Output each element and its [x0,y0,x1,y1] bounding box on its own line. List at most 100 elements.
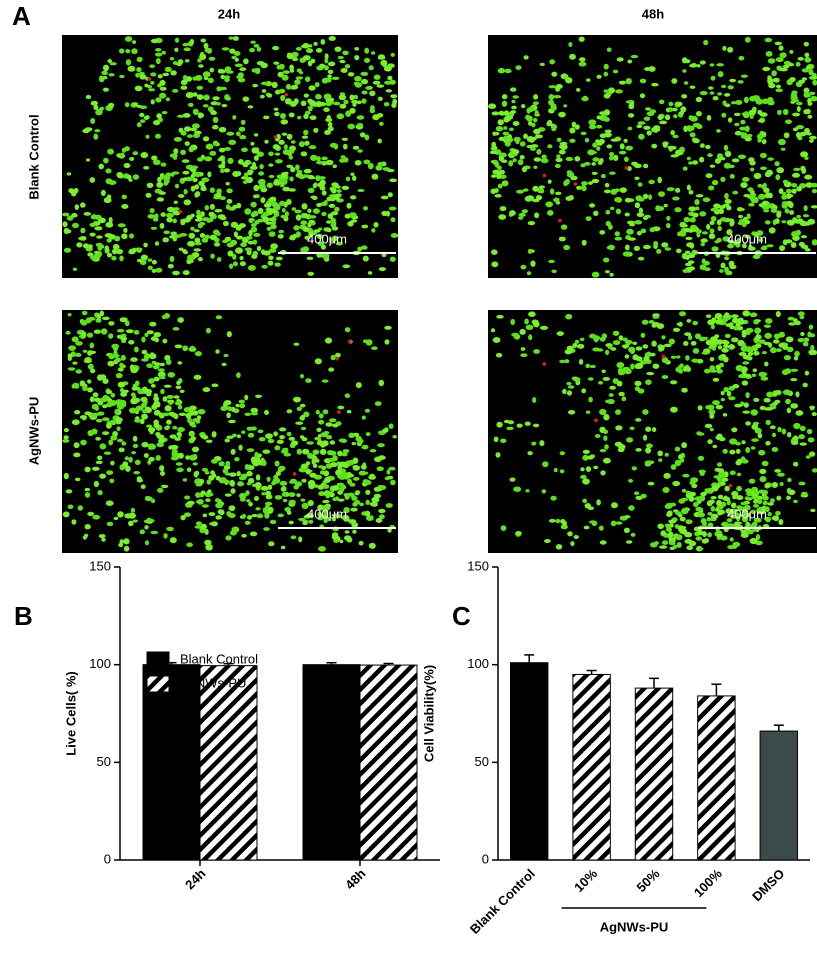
cell [390,233,399,238]
cell [174,437,181,441]
cell [226,188,233,194]
cell [132,519,138,523]
cell [163,230,170,235]
cell [175,462,183,466]
cell [771,70,777,77]
cell [256,46,262,52]
cell [124,146,130,152]
cell [252,161,256,168]
cell [87,363,94,370]
cell [254,482,262,489]
cell [296,170,303,174]
cell [711,246,719,252]
cell [603,63,609,70]
cell [234,63,243,68]
cell [338,461,347,467]
cell [678,498,686,504]
cell [244,394,249,401]
cell [252,83,258,88]
cell [246,470,253,477]
cell [335,469,342,476]
cell [611,502,618,509]
cell [259,164,264,170]
cell [276,439,284,444]
cell [812,75,817,80]
cell [141,349,148,355]
cell [192,177,198,183]
cell [354,75,362,82]
cell [694,199,700,206]
cell [731,317,739,324]
cell [124,36,133,42]
cell [615,521,623,525]
cell [289,176,294,182]
group-label: AgNWs-PU [600,919,669,934]
cell [505,115,514,120]
cell [390,479,396,486]
cell [727,85,734,90]
cell [599,111,606,116]
row-label: AgNWs-PU [26,397,41,466]
cell [676,355,681,359]
cell [755,343,762,348]
cell [751,373,757,378]
cell [760,246,768,251]
cell [580,163,586,168]
cell [744,136,752,142]
cell [325,503,331,508]
cell [284,171,289,176]
cell [318,176,326,180]
cell [662,487,670,493]
cell [688,218,694,222]
cell [664,452,669,457]
cell [279,435,285,440]
cell [291,84,299,90]
cell [348,212,357,217]
cell [712,444,718,449]
cell [183,512,191,517]
cell [749,160,756,166]
cell [281,491,288,497]
cell [161,50,166,55]
cell [667,107,674,112]
cell [640,228,647,234]
cell [80,439,87,446]
cell [603,71,609,77]
cell [734,130,742,136]
cell [758,449,766,456]
cell [97,411,105,416]
cell [638,133,645,140]
cell [158,368,165,372]
cell [355,382,362,389]
cell [634,176,640,180]
cell [596,499,601,506]
cell [771,482,778,488]
cell [172,327,180,331]
cell [604,270,610,274]
cell [774,41,782,46]
cell [729,537,734,542]
cell [576,185,582,190]
cell [351,496,358,501]
cell [756,495,763,500]
cell [729,174,735,179]
cell [512,95,519,99]
cell [325,337,332,344]
cell [311,195,318,200]
cell [229,263,234,269]
cell [689,242,695,249]
x-tick-label: 24h [182,866,208,892]
cell [281,132,288,136]
panel-label: A [12,1,31,31]
cell [158,438,166,444]
cell [764,407,771,411]
cell [327,69,334,75]
cell [352,175,357,181]
cell [558,111,566,118]
cell [717,509,725,515]
legend-swatch [146,651,170,669]
cell [267,484,273,490]
cell [263,203,272,208]
cell [545,201,553,208]
cell [119,362,124,368]
